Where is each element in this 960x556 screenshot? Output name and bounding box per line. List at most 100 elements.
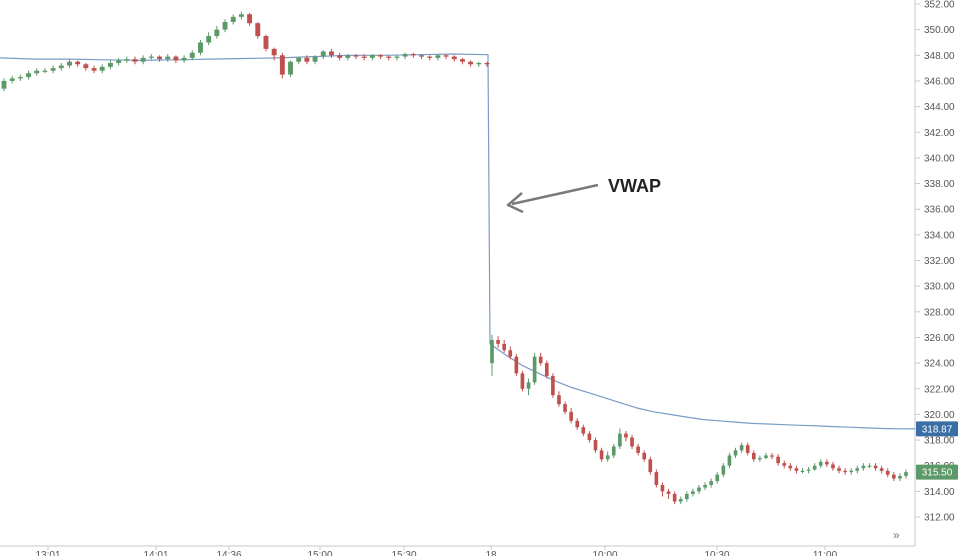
candle-body — [222, 21, 228, 30]
candle-body — [304, 57, 310, 62]
candle-body — [520, 373, 525, 389]
candle-body — [165, 56, 171, 60]
candle-body — [532, 356, 537, 383]
candle-body — [727, 455, 732, 466]
candle-body — [17, 77, 23, 79]
scroll-right-button[interactable]: » — [893, 528, 900, 542]
candle-body — [818, 461, 823, 466]
vwap-annotation: VWAP — [506, 176, 661, 214]
candle-body — [410, 54, 416, 56]
y-tick-label: 324.00 — [924, 359, 955, 370]
candle-body — [800, 470, 805, 473]
candle-body — [581, 427, 586, 434]
candle-body — [26, 73, 32, 78]
price-tag-box — [916, 464, 958, 480]
candle-body — [459, 59, 465, 62]
x-tick-label: 13:01 — [35, 550, 60, 556]
candle-body — [83, 64, 89, 69]
candle-body — [468, 61, 474, 65]
candle-body — [642, 452, 647, 460]
candle-body — [758, 458, 762, 460]
candle-body — [733, 450, 738, 456]
candle-body — [831, 464, 835, 469]
candle-body — [672, 493, 677, 502]
candle-body — [91, 68, 97, 71]
y-tick-label: 348.00 — [924, 51, 955, 62]
candle-body — [648, 459, 653, 473]
candle-body — [764, 455, 768, 459]
candle-body — [443, 55, 449, 57]
vwap-layer — [0, 53, 916, 430]
candle-body — [288, 61, 293, 75]
candle-body — [605, 455, 610, 460]
y-tick-label: 314.00 — [924, 487, 955, 498]
x-tick-label: 14:36 — [216, 550, 241, 556]
y-tick-label: 346.00 — [924, 76, 955, 87]
candle-body — [361, 56, 367, 58]
annotation-arrow — [511, 183, 599, 206]
candle-body — [435, 55, 441, 58]
x-tick-label: 15:30 — [391, 550, 416, 556]
candle-body — [794, 468, 799, 471]
candle-body — [198, 42, 203, 53]
x-tick-label: 10:00 — [592, 550, 617, 556]
candle-body — [173, 56, 179, 61]
candle-body — [630, 437, 634, 447]
x-axis: 13:01 14:01 14:36 15:00 15:30 18 10:00 10:30 11:… — [35, 546, 838, 556]
candle-body — [296, 57, 302, 62]
candle-body — [551, 375, 555, 396]
annotation-arrow-head — [506, 192, 524, 214]
candle-body — [189, 52, 195, 58]
candle-body — [770, 455, 774, 457]
candle-body — [825, 461, 829, 465]
candle-body — [855, 468, 860, 471]
price-tags: 318.87 315.50 — [916, 421, 958, 480]
candle-body — [526, 382, 531, 389]
vwap-line — [0, 53, 916, 430]
candle-body — [58, 65, 64, 69]
double-chevron-right-icon[interactable]: » — [893, 528, 900, 542]
y-tick-label: 334.00 — [924, 230, 955, 241]
candle-body — [312, 56, 318, 62]
candle-layer — [1, 11, 908, 505]
y-tick-label: 338.00 — [924, 179, 955, 190]
candle-body — [508, 350, 513, 357]
candle-body — [496, 340, 500, 344]
candle-body — [353, 55, 359, 57]
candle-body — [107, 62, 113, 67]
candle-body — [776, 456, 780, 464]
candle-body — [898, 475, 902, 479]
candle-body — [427, 56, 433, 58]
candle-body — [575, 420, 580, 428]
candle-body — [345, 55, 351, 58]
candle-body — [678, 499, 683, 502]
candle-body — [337, 55, 343, 58]
candle-body — [476, 62, 482, 65]
candle-body — [660, 484, 665, 492]
candle-body — [563, 404, 567, 412]
candle-body — [849, 470, 854, 473]
y-tick-label: 342.00 — [924, 128, 955, 139]
y-tick-label: 328.00 — [924, 307, 955, 318]
y-tick-label: 330.00 — [924, 282, 955, 293]
candle-body — [34, 70, 40, 74]
candle-body — [879, 468, 884, 471]
candle-body — [867, 465, 872, 467]
y-axis: 352.00 350.00 348.00 346.00 344.00 342.00 340.… — [915, 0, 955, 524]
candle-body — [124, 59, 130, 61]
candle-body — [329, 51, 334, 56]
candle-body — [214, 29, 220, 37]
y-tick-label: 332.00 — [924, 256, 955, 267]
candle-body — [587, 433, 592, 441]
candle-body — [42, 70, 48, 72]
candle-body — [557, 395, 561, 405]
x-tick-label: 10:30 — [704, 550, 729, 556]
candle-body — [654, 472, 659, 485]
candle-body — [230, 16, 236, 22]
candle-body — [624, 433, 628, 438]
candle-body — [148, 56, 154, 58]
x-tick-label: 14:01 — [143, 550, 168, 556]
y-tick-label: 320.00 — [924, 410, 955, 421]
candle-body — [873, 465, 878, 469]
